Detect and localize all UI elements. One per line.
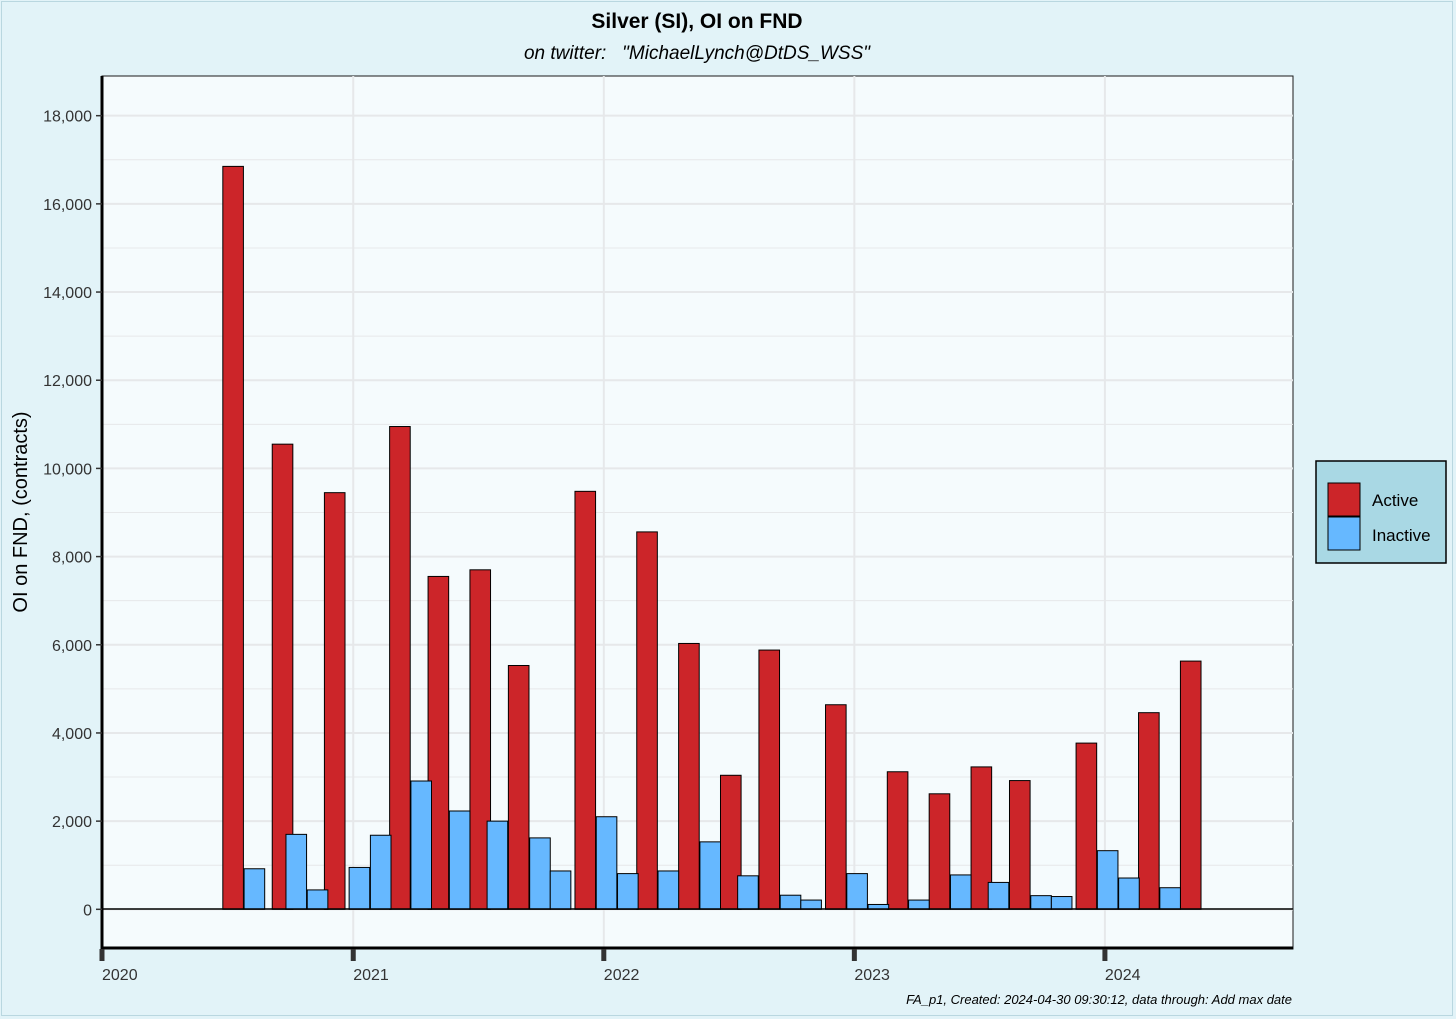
x-tick-label: 2024 <box>1105 967 1141 984</box>
chart-title: Silver (SI), OI on FND <box>591 10 802 33</box>
y-tick-label: 16,000 <box>43 197 92 214</box>
y-tick-label: 10,000 <box>43 461 92 478</box>
bar-active <box>389 426 411 910</box>
y-axis-ticks: 0 2,000 4,000 6,000 8,000 10,000 12,000 14,000 1… <box>43 109 102 919</box>
y-tick-label: 8,000 <box>52 550 92 567</box>
bar-inactive <box>987 881 1010 910</box>
bar-inactive <box>908 899 930 910</box>
x-tick-label: 2023 <box>854 967 890 984</box>
bar-inactive <box>949 874 972 910</box>
bar-inactive <box>846 873 868 910</box>
legend-key-inactive <box>1327 516 1361 551</box>
y-axis-label: OI on FND, (contracts) <box>10 411 32 612</box>
y-tick-label: 4,000 <box>52 726 92 743</box>
y-tick-label: 2,000 <box>52 814 92 831</box>
x-tick-mark <box>1102 949 1108 961</box>
x-tick-label: 2021 <box>353 967 389 984</box>
bar-inactive <box>529 837 551 910</box>
bar-active <box>1008 780 1031 910</box>
bar-inactive <box>243 868 266 910</box>
legend: Active Inactive <box>1315 460 1447 564</box>
bar-active <box>222 165 244 910</box>
bar-inactive <box>737 875 759 910</box>
legend-label-active: Active <box>1372 491 1418 510</box>
bar-active <box>928 793 951 910</box>
bar-active <box>1138 712 1160 910</box>
bar-active <box>886 771 909 910</box>
y-tick-label: 6,000 <box>52 638 92 655</box>
bar-active <box>825 704 847 910</box>
bar-inactive <box>549 870 572 910</box>
bar-inactive <box>410 780 433 910</box>
legend-label-inactive: Inactive <box>1372 526 1431 545</box>
bar-active <box>323 492 346 910</box>
bar-inactive <box>348 866 371 910</box>
bar-active <box>574 490 597 910</box>
bar-active <box>507 664 530 910</box>
bar-inactive <box>1159 887 1181 910</box>
bar-active <box>1179 660 1202 910</box>
bar-active <box>758 649 781 910</box>
bar-active <box>1075 742 1098 910</box>
bar-inactive <box>1118 877 1140 910</box>
bar-inactive <box>617 873 639 910</box>
y-tick-label: 12,000 <box>43 373 92 390</box>
x-tick-mark <box>350 949 356 961</box>
bar-active <box>636 531 658 910</box>
bar-inactive <box>448 810 471 910</box>
bar-inactive <box>779 894 802 910</box>
y-tick-label: 0 <box>83 902 92 919</box>
bar-inactive <box>1030 895 1052 910</box>
x-tick-mark <box>99 949 105 961</box>
legend-key-active <box>1327 482 1361 517</box>
x-tick-mark <box>601 949 607 961</box>
bar-inactive <box>1050 896 1073 910</box>
bar-active <box>678 642 700 910</box>
bar-inactive <box>699 841 721 910</box>
bar-inactive <box>306 889 329 910</box>
x-tick-label: 2020 <box>102 967 138 984</box>
chart-caption: FA_p1, Created: 2024-04-30 09:30:12, dat… <box>906 992 1292 1007</box>
bar-inactive <box>800 899 822 910</box>
y-tick-label: 14,000 <box>43 285 92 302</box>
y-tick-label: 18,000 <box>43 109 92 126</box>
chart-subtitle: on twitter: "MichaelLynch@DtDS_WSS" <box>524 43 871 64</box>
bar-inactive <box>1096 850 1119 910</box>
x-axis-ticks: 2020 2021 2022 2023 2024 <box>99 949 1141 984</box>
x-tick-label: 2022 <box>604 967 640 984</box>
bar-inactive <box>486 820 509 910</box>
bar-inactive <box>657 870 680 910</box>
bars <box>222 165 1202 910</box>
x-tick-mark <box>851 949 857 961</box>
bar-inactive <box>285 833 308 910</box>
bar-inactive <box>369 834 392 910</box>
bar-inactive <box>595 816 618 910</box>
